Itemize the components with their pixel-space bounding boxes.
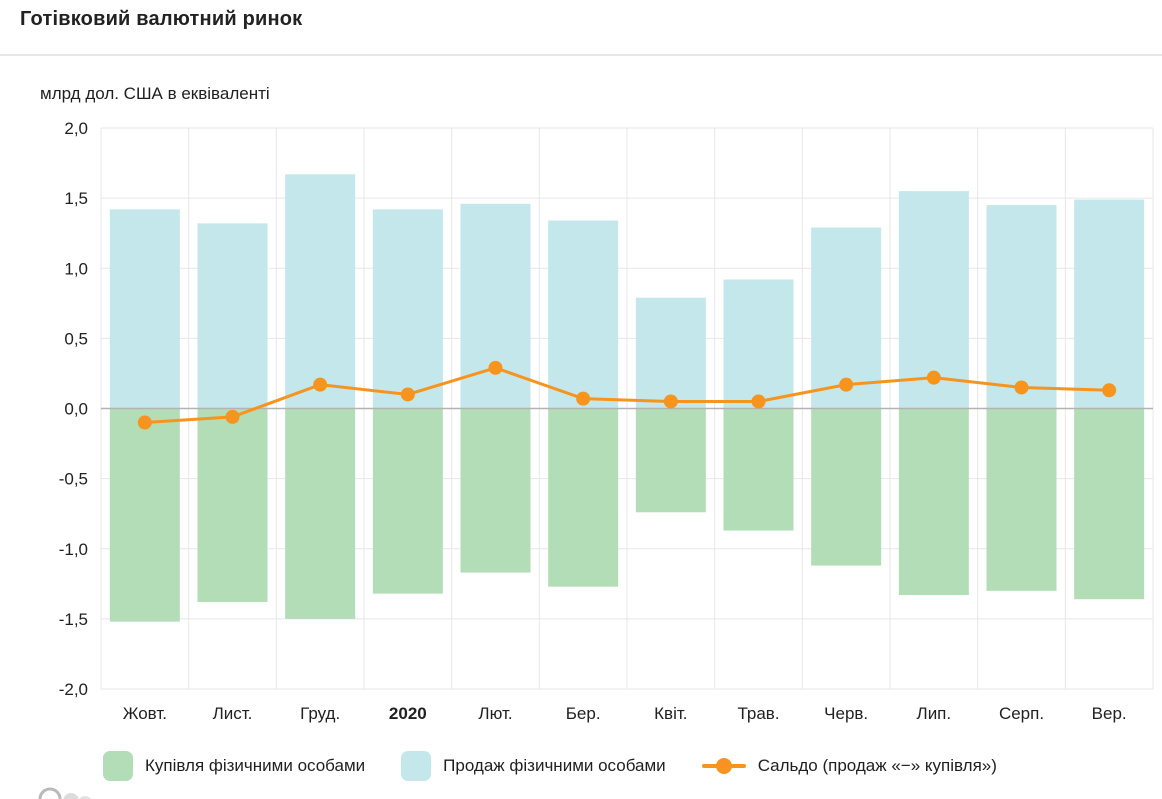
saldo-point[interactable] bbox=[225, 409, 240, 424]
purchases-bar[interactable] bbox=[197, 408, 268, 603]
sales-bar[interactable] bbox=[635, 297, 706, 409]
x-tick-label: Груд. bbox=[300, 704, 340, 723]
x-tick-label: Лист. bbox=[213, 704, 253, 723]
purchases-bar[interactable] bbox=[986, 408, 1057, 591]
x-axis-labels: Жовт. Лист. Груд. 2020 Лют. Бер. Квіт. Трав. Чер… bbox=[123, 704, 1127, 723]
y-tick-label: 0,5 bbox=[64, 329, 88, 348]
y-tick-label: 0,0 bbox=[64, 400, 88, 419]
sales-bars bbox=[109, 174, 1145, 409]
chart-legend: Купівля фізичними особами Продаж фізични… bbox=[103, 751, 997, 781]
saldo-point[interactable] bbox=[839, 377, 854, 392]
saldo-point[interactable] bbox=[400, 387, 415, 402]
legend-item-saldo[interactable]: Сальдо (продаж «−» купівля») bbox=[701, 751, 997, 781]
saldo-line bbox=[144, 366, 1110, 425]
x-tick-label: Лют. bbox=[478, 704, 512, 723]
saldo-line-marker-icon bbox=[701, 751, 746, 781]
saldo-point[interactable] bbox=[137, 415, 152, 430]
sales-bar[interactable] bbox=[197, 223, 268, 409]
purchases-bar[interactable] bbox=[460, 408, 531, 573]
sales-bar[interactable] bbox=[723, 279, 794, 409]
saldo-point[interactable] bbox=[488, 360, 503, 375]
y-tick-label: -1,5 bbox=[59, 610, 88, 629]
purchases-bar[interactable] bbox=[372, 408, 443, 594]
x-tick-label: Вер. bbox=[1092, 704, 1127, 723]
x-tick-label: Жовт. bbox=[123, 704, 167, 723]
legend-label-sales: Продаж фізичними особами bbox=[443, 756, 666, 775]
y-tick-label: 1,0 bbox=[64, 259, 88, 278]
y-tick-label: -1,0 bbox=[59, 540, 88, 559]
saldo-point[interactable] bbox=[663, 394, 678, 409]
sales-bar[interactable] bbox=[372, 209, 443, 409]
purchases-bars bbox=[109, 408, 1145, 622]
purchases-bar[interactable] bbox=[811, 408, 882, 566]
saldo-point[interactable] bbox=[313, 377, 328, 392]
saldo-point[interactable] bbox=[576, 391, 591, 406]
x-tick-label: Квіт. bbox=[654, 704, 687, 723]
sales-bar[interactable] bbox=[109, 209, 180, 409]
sales-bar[interactable] bbox=[285, 174, 356, 409]
purchases-bar[interactable] bbox=[285, 408, 356, 619]
sales-bar[interactable] bbox=[1074, 199, 1145, 409]
legend-label-saldo: Сальдо (продаж «−» купівля») bbox=[757, 756, 997, 775]
saldo-point[interactable] bbox=[1102, 383, 1117, 398]
sales-swatch-icon bbox=[401, 751, 432, 781]
cash-market-chart: 2,0 1,5 1,0 0,5 0,0 -0,5 -1,0 -1,5 -2,0 Жовт. Лист… bbox=[59, 119, 1154, 723]
legend-item-purchases[interactable]: Купівля фізичними особами bbox=[103, 751, 365, 781]
x-tick-label: Бер. bbox=[566, 704, 601, 723]
purchases-bar[interactable] bbox=[548, 408, 619, 587]
y-tick-label: 2,0 bbox=[64, 119, 88, 138]
x-tick-label: Серп. bbox=[999, 704, 1044, 723]
y-tick-label: 1,5 bbox=[64, 189, 88, 208]
x-tick-label: Лип. bbox=[917, 704, 952, 723]
y-axis-labels: 2,0 1,5 1,0 0,5 0,0 -0,5 -1,0 -1,5 -2,0 bbox=[59, 119, 88, 699]
y-tick-label: -0,5 bbox=[59, 470, 88, 489]
y-tick-label: -2,0 bbox=[59, 680, 88, 699]
x-tick-label: 2020 bbox=[389, 704, 427, 723]
sales-bar[interactable] bbox=[548, 220, 619, 409]
purchases-bar[interactable] bbox=[635, 408, 706, 513]
saldo-point[interactable] bbox=[926, 370, 941, 385]
purchases-bar[interactable] bbox=[723, 408, 794, 531]
legend-label-purchases: Купівля фізичними особами bbox=[145, 756, 366, 775]
partial-logo-icon bbox=[38, 787, 91, 799]
purchases-bar[interactable] bbox=[109, 408, 180, 622]
x-tick-label: Черв. bbox=[824, 704, 868, 723]
purchases-bar[interactable] bbox=[898, 408, 969, 596]
purchases-swatch-icon bbox=[103, 751, 133, 781]
sales-bar[interactable] bbox=[986, 205, 1057, 409]
purchases-bar[interactable] bbox=[1074, 408, 1145, 600]
chart-unit-label: млрд дол. США в еквіваленті bbox=[40, 84, 270, 103]
saldo-point[interactable] bbox=[1014, 380, 1029, 395]
x-tick-label: Трав. bbox=[737, 704, 779, 723]
saldo-point[interactable] bbox=[751, 394, 766, 409]
legend-item-sales[interactable]: Продаж фізичними особами bbox=[401, 751, 666, 781]
header-divider bbox=[0, 54, 1162, 56]
page-title: Готівковий валютний ринок bbox=[20, 8, 303, 30]
